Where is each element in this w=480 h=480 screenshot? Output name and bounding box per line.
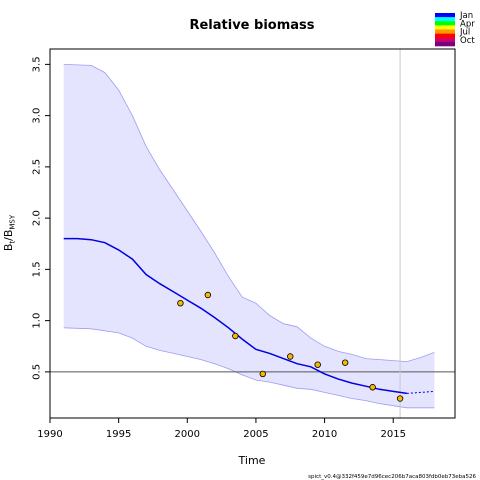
legend-color-band: [435, 37, 455, 43]
x-tick-label: 1990: [37, 429, 62, 440]
observation-point: [204, 291, 212, 299]
y-tick-label: 3.5: [32, 56, 43, 72]
legend-color-band: [435, 21, 455, 26]
y-tick-label: 1.5: [32, 261, 43, 277]
chart-title: Relative biomass: [189, 18, 314, 33]
plot-area: [49, 48, 456, 419]
legend-color-band: [435, 29, 455, 34]
legend-color-band: [435, 33, 455, 39]
x-tick-label: 1995: [106, 429, 131, 440]
x-tick-label: 2015: [380, 429, 405, 440]
observation-point: [232, 332, 239, 340]
upper-ci-line: [63, 64, 435, 363]
legend-label: Jul: [459, 28, 470, 38]
y-tick-label: 3.0: [32, 108, 43, 124]
legend-color-band: [435, 17, 455, 22]
observation-point: [314, 361, 321, 368]
observation-point: [287, 353, 294, 360]
observation-point: [259, 370, 266, 378]
observation-point: [341, 359, 349, 366]
observation-point: [369, 384, 376, 391]
legend-color-band: [435, 13, 455, 18]
observation-point: [177, 300, 184, 307]
y-tick-label: 2.5: [32, 159, 43, 175]
legend-color-band: [435, 25, 455, 30]
y-axis-label: Bt/BMSY: [2, 214, 17, 251]
y-tick-label: 0.5: [32, 364, 43, 380]
version-footer: spict_v0.4@332f459e7d96cec206b7aca803fdb…: [308, 474, 476, 480]
legend-label: Apr: [460, 19, 475, 29]
legend-label: Jan: [459, 11, 473, 21]
x-axis: 1990 1995 2000 2005 2010 2015: [37, 418, 406, 440]
x-tick-label: 2005: [243, 429, 268, 440]
plot-frame: [49, 48, 456, 419]
y-tick-label: 1.0: [32, 313, 43, 329]
x-axis-label: Time: [238, 454, 266, 467]
forecast-line: [406, 390, 435, 394]
legend-label: Oct: [460, 36, 475, 46]
x-tick-label: 2010: [312, 429, 337, 440]
confidence-band: [63, 64, 435, 408]
y-axis: 0.5 1.0 1.5 2.0 2.5 3.0 3.5: [32, 56, 50, 380]
lower-ci-line: [63, 327, 435, 409]
y-tick-label: 2.0: [32, 210, 43, 226]
legend-color-band: [435, 41, 455, 47]
observation-point: [396, 395, 404, 402]
x-tick-label: 2000: [175, 429, 200, 440]
